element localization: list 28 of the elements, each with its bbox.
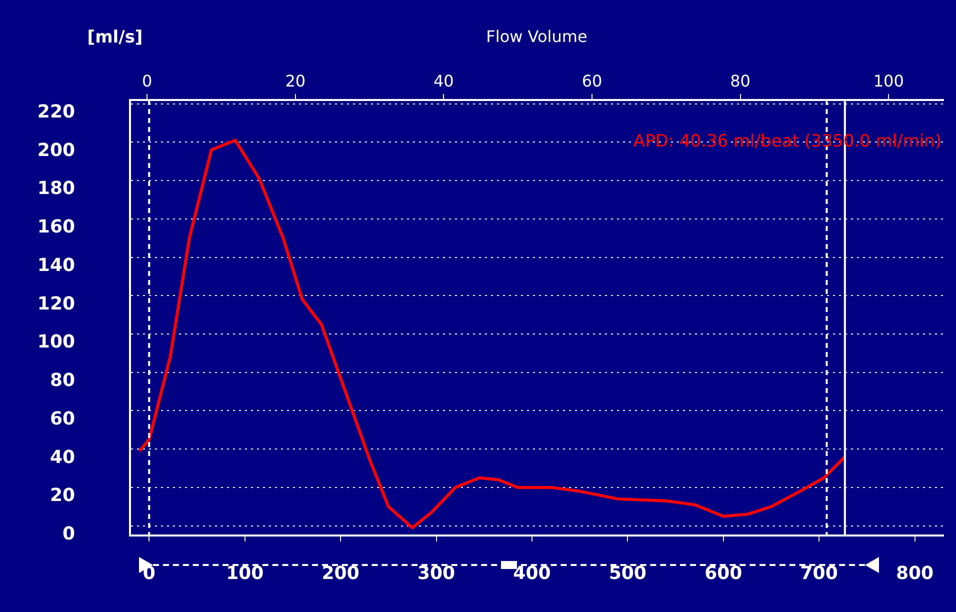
y-tick-label: 80: [50, 370, 75, 392]
y-tick-label: 20: [50, 485, 75, 506]
x-tick-label: 500: [608, 562, 646, 584]
y-tick-label: 0: [62, 523, 75, 544]
x-tick-label: 800: [896, 562, 934, 584]
y-tick-label: 220: [37, 102, 75, 123]
x2-tick-label: 40: [433, 72, 454, 91]
x2-tick-label: 20: [285, 72, 306, 91]
x-tick-label: 300: [417, 562, 456, 584]
y-tick-label: 160: [37, 216, 75, 238]
x2-tick-label: 100: [873, 72, 904, 91]
y-tick-label: 200: [37, 140, 75, 161]
y-tick-label: 40: [50, 446, 75, 468]
chart-title: Flow Volume: [486, 27, 588, 46]
x-tick-label: 200: [322, 562, 360, 584]
x-tick-label: 100: [226, 562, 264, 584]
y-tick-label: 60: [50, 408, 75, 430]
x-tick-label: 600: [704, 562, 742, 584]
x2-tick-label: 0: [142, 72, 152, 91]
y-tick-label: 100: [37, 332, 75, 353]
y-tick-label: 180: [37, 178, 75, 200]
x-tick-label: 400: [513, 562, 551, 584]
x2-tick-label: 60: [582, 72, 602, 91]
x-tick-label: 700: [800, 562, 838, 584]
x2-tick-label: 80: [730, 72, 750, 91]
y-axis-title: [ml/s]: [87, 27, 143, 48]
y-tick-label: 140: [37, 254, 75, 276]
y-tick-label: 120: [37, 293, 75, 314]
